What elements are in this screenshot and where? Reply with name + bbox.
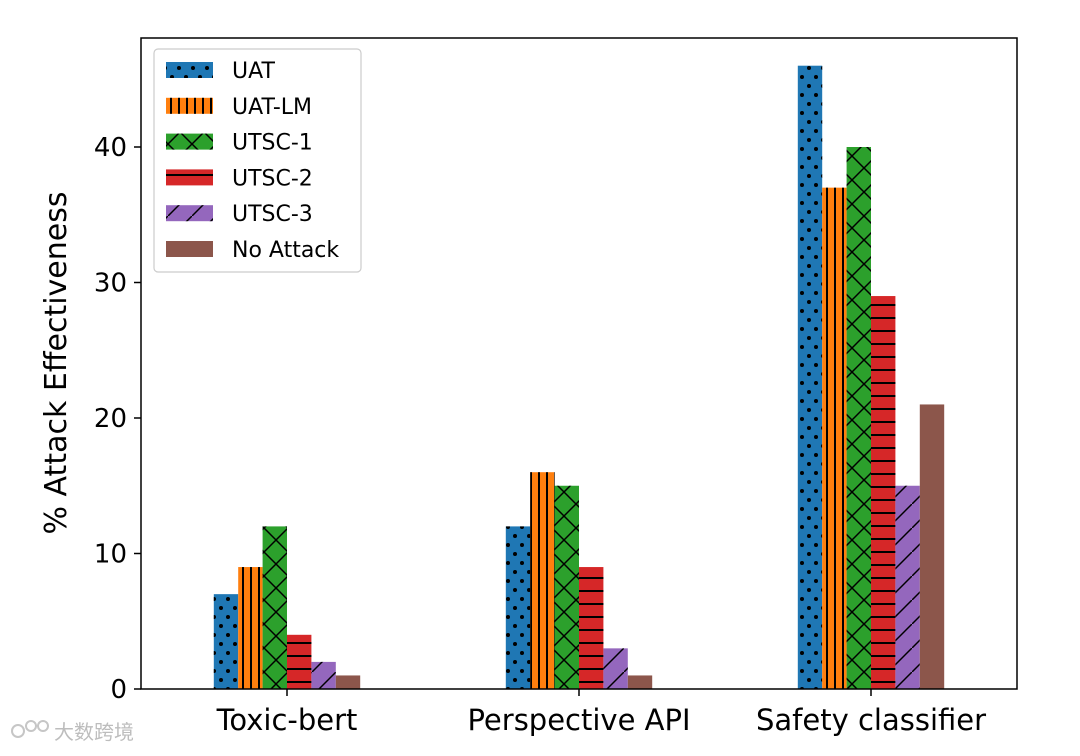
legend-item-utsc-1-swatch-hatch <box>166 133 213 150</box>
bar-toxic-bert-uat-lm-hatch <box>238 567 263 689</box>
bar-perspective-api-no-attack <box>627 675 653 689</box>
watermark: 大数跨境 <box>11 720 134 744</box>
legend-item-uat-lm-label: UAT-LM <box>232 95 312 120</box>
bar-safety-classifier-utsc-1-hatch <box>846 147 871 689</box>
bar-toxic-bert-utsc-1-hatch <box>262 526 287 689</box>
x-tick-label-safety-classifier: Safety classifier <box>756 703 986 737</box>
legend-item-uat-swatch-hatch <box>166 62 213 78</box>
bars-layer <box>213 65 945 689</box>
bar-toxic-bert-utsc-2-hatch <box>287 634 312 689</box>
bar-safety-classifier-no-attack <box>919 404 945 689</box>
bar-perspective-api-uat-hatch <box>505 526 531 689</box>
bar-safety-classifier-uat-hatch <box>797 65 823 689</box>
bar-safety-classifier-utsc-2-hatch <box>871 296 896 689</box>
brand-logo-icon <box>11 720 49 738</box>
x-tick-label-toxic-bert: Toxic-bert <box>216 703 358 737</box>
legend-item-uat-lm-swatch-hatch <box>166 97 213 114</box>
bar-perspective-api-utsc-1-hatch <box>554 485 579 689</box>
bar-perspective-api-utsc-3-hatch <box>603 648 628 689</box>
bar-safety-classifier-uat-lm-hatch <box>822 187 847 689</box>
y-tick-label-20: 20 <box>94 404 127 434</box>
legend-item-no-attack-label: No Attack <box>232 238 339 263</box>
watermark-text: 大数跨境 <box>54 720 134 744</box>
legend-item-utsc-1-label: UTSC-1 <box>232 131 313 156</box>
y-tick-label-40: 40 <box>94 133 127 163</box>
legend: UAT UAT-LM UTSC-1 UTSC-2 UTSC-3 No Attack <box>153 48 362 273</box>
legend-item-utsc-2-label: UTSC-2 <box>232 166 313 191</box>
legend-item-utsc-2-swatch-hatch <box>166 169 213 186</box>
x-tick-label-perspective-api: Perspective API <box>467 703 690 737</box>
bar-safety-classifier-utsc-3-hatch <box>895 485 920 689</box>
y-tick-label-10: 10 <box>94 540 127 570</box>
legend-item-uat-label: UAT <box>232 59 275 84</box>
y-axis: 0 10 20 30 40 <box>94 133 141 705</box>
bar-perspective-api-uat-lm-hatch <box>530 472 555 689</box>
bar-toxic-bert-utsc-3-hatch <box>311 661 336 689</box>
y-tick-label-30: 30 <box>94 269 127 299</box>
y-axis-title: % Attack Effectiveness <box>39 192 74 535</box>
legend-item-utsc-3-swatch-hatch <box>166 205 213 222</box>
bar-toxic-bert-no-attack <box>335 675 361 689</box>
y-tick-label-0: 0 <box>110 675 127 705</box>
legend-item-utsc-3-label: UTSC-3 <box>232 202 313 227</box>
x-axis: Toxic-bert Perspective API Safety classifi… <box>216 689 986 737</box>
bar-perspective-api-utsc-2-hatch <box>579 567 604 689</box>
bar-toxic-bert-uat-hatch <box>213 594 239 689</box>
legend-item-no-attack-swatch <box>166 241 213 257</box>
